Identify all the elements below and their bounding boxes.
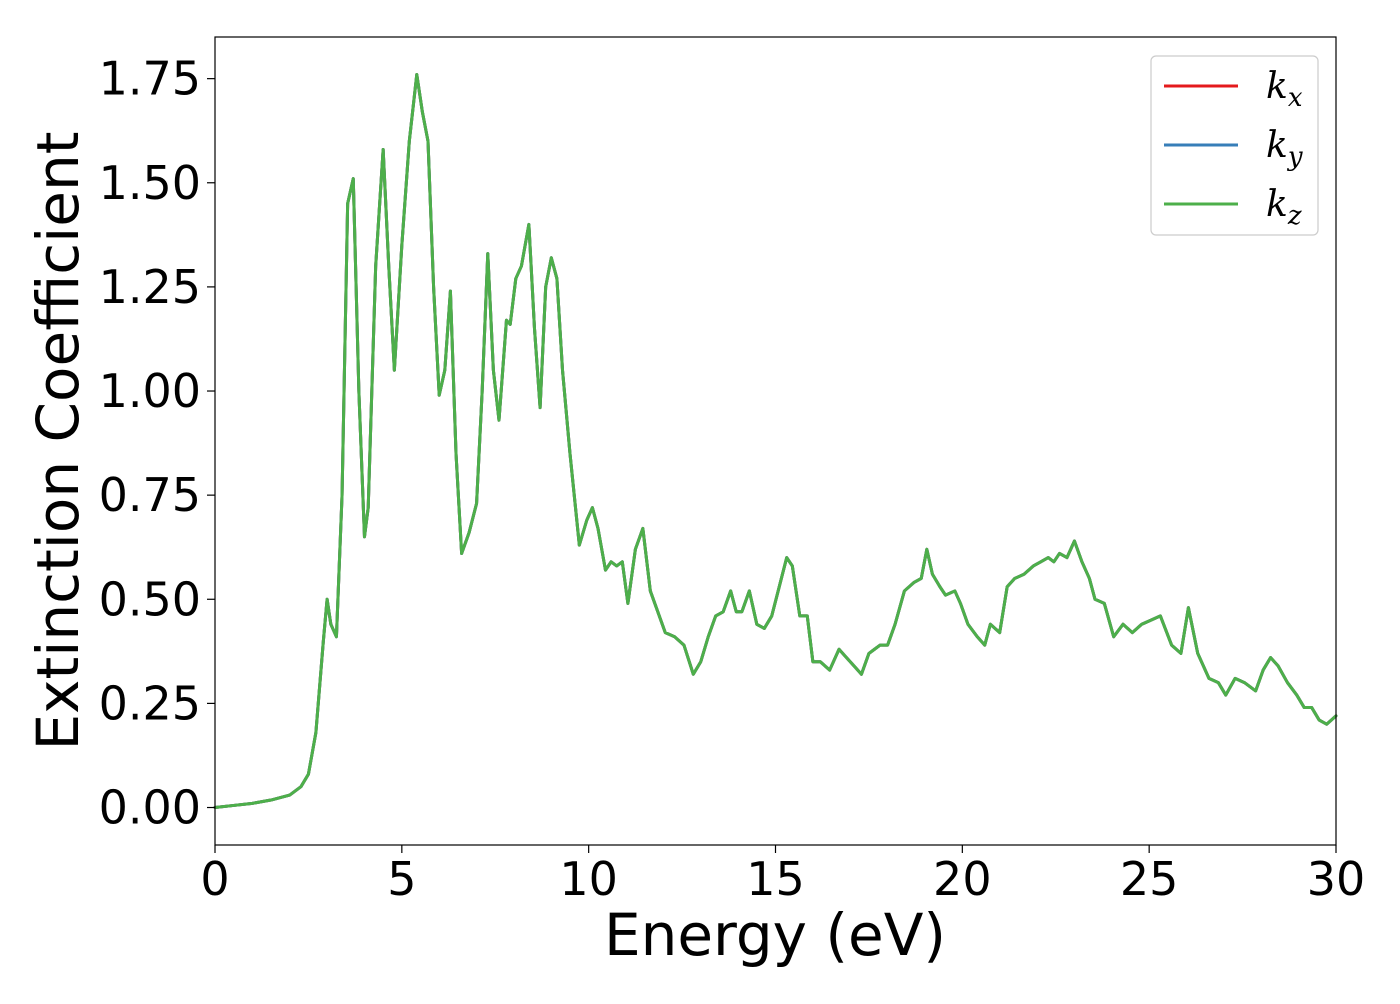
series-layer <box>213 72 1338 810</box>
x-tick-label: 30 <box>1307 852 1366 906</box>
legend-label-k-z: kz <box>1266 184 1302 231</box>
x-tick-label: 10 <box>559 852 618 906</box>
y-tick-label: 0.25 <box>99 676 201 730</box>
x-axis-label: Energy (eV) <box>604 901 946 969</box>
x-tick-label: 25 <box>1120 852 1179 906</box>
y-tick-label: 1.50 <box>99 156 201 210</box>
legend-label-k-x: kx <box>1266 66 1303 113</box>
x-tick-label: 20 <box>933 852 992 906</box>
legend: kx ky kz <box>1150 55 1319 236</box>
y-axis-ticks: 0.00 0.25 0.50 0.75 1.00 1.25 1.50 1.75 <box>99 52 215 835</box>
x-axis-ticks: 0 5 10 15 20 25 30 <box>200 845 1365 906</box>
series-line-k-z <box>213 72 1338 810</box>
y-tick-label: 1.00 <box>99 364 201 418</box>
y-tick-label: 0.00 <box>99 781 201 835</box>
x-tick-label: 0 <box>200 852 229 906</box>
y-tick-label: 0.50 <box>99 572 201 626</box>
y-axis-label: Extinction Coefficient <box>24 132 92 751</box>
y-tick-label: 1.75 <box>99 52 201 106</box>
y-tick-label: 1.25 <box>99 260 201 314</box>
y-tick-label: 0.75 <box>99 468 201 522</box>
x-tick-label: 15 <box>746 852 805 906</box>
x-tick-label: 5 <box>387 852 416 906</box>
legend-label-k-y: ky <box>1266 125 1303 172</box>
